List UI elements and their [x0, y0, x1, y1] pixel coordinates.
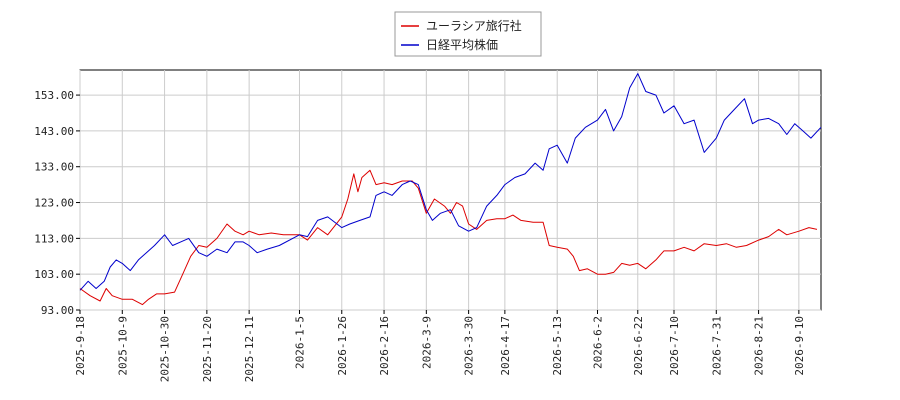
- x-tick-label: 2026-4-17: [499, 316, 512, 376]
- y-tick-label: 113.00: [34, 232, 74, 245]
- x-axis: 2025-9-18 2025-10-9 2025-10-30 2025-11-20 20…: [74, 310, 806, 382]
- y-tick-label: 103.00: [34, 268, 74, 281]
- x-tick-label: 2025-9-18: [74, 316, 87, 376]
- x-tick-label: 2026-1-5: [293, 316, 306, 369]
- x-tick-label: 2025-10-9: [116, 316, 129, 376]
- y-tick-label: 133.00: [34, 161, 74, 174]
- x-tick-label: 2026-2-16: [378, 316, 391, 376]
- y-tick-label: 153.00: [34, 89, 74, 102]
- legend-box: [394, 11, 542, 57]
- x-tick-label: 2026-9-10: [793, 316, 806, 376]
- y-tick-label: 123.00: [34, 197, 74, 210]
- x-tick-label: 2026-6-2: [591, 316, 604, 369]
- x-tick-label: 2025-11-20: [201, 316, 214, 382]
- x-tick-label: 2026-3-9: [420, 316, 433, 369]
- series-lines: [79, 73, 822, 306]
- x-tick-label: 2026-5-13: [551, 316, 564, 376]
- x-tick-label: 2025-10-30: [159, 316, 172, 382]
- plot-area: [79, 69, 822, 311]
- legend-label-1: 日経平均株価: [426, 37, 498, 52]
- y-tick-label: 143.00: [34, 125, 74, 138]
- x-tick-label: 2026-7-10: [668, 316, 681, 376]
- legend: ユーラシア旅行社 日経平均株価: [394, 11, 542, 57]
- x-tick-label: 2025-12-11: [243, 316, 256, 382]
- x-tick-label: 2026-7-31: [710, 316, 723, 376]
- x-tick-label: 2026-3-30: [463, 316, 476, 376]
- series-line-0: [79, 169, 818, 306]
- series-line-1: [79, 73, 822, 291]
- x-tick-label: 2026-8-21: [753, 316, 766, 376]
- x-tick-label: 2026-1-26: [336, 316, 349, 376]
- y-tick-label: 93.00: [41, 304, 74, 317]
- legend-label-0: ユーラシア旅行社: [426, 18, 522, 33]
- x-tick-label: 2026-6-22: [632, 316, 645, 376]
- y-axis: 93.00 103.00 113.00 123.00 133.00 143.00 153.0…: [34, 89, 80, 317]
